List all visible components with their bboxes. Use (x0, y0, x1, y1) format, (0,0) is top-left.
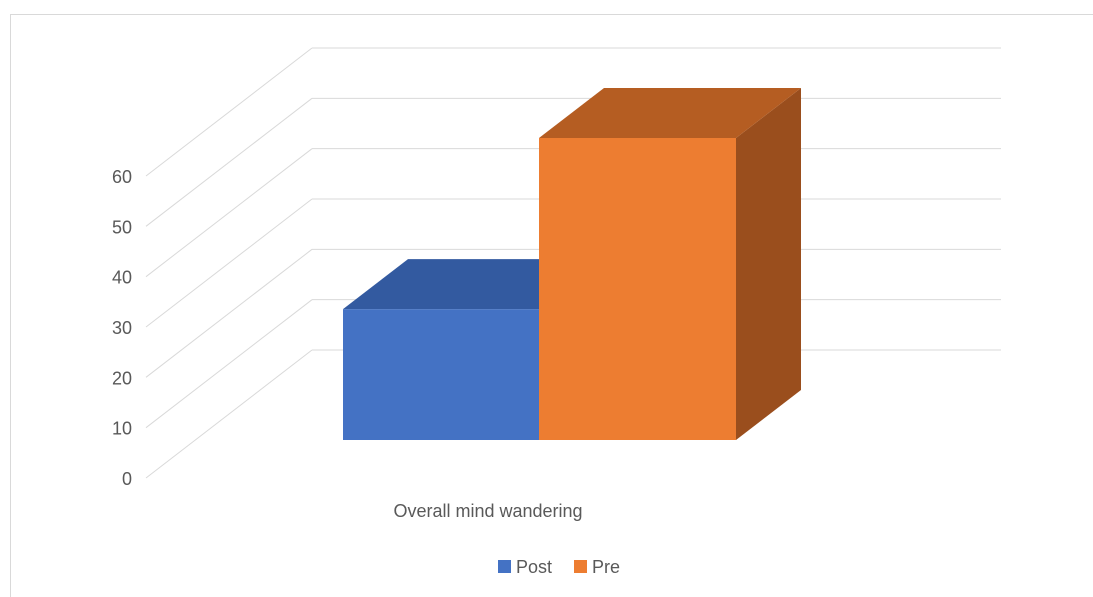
legend-label: Post (516, 557, 552, 577)
gridline-side (145, 349, 313, 479)
bars (343, 88, 801, 440)
gridline-side (145, 97, 313, 227)
y-tick-label: 10 (112, 419, 132, 439)
category-labels: Overall mind wandering (393, 501, 582, 521)
legend-item-post: Post (498, 557, 552, 577)
y-tick-label: 20 (112, 368, 132, 388)
gridline-side (145, 47, 313, 177)
category-label: Overall mind wandering (393, 501, 582, 521)
legend-item-pre: Pre (574, 557, 620, 577)
gridline-side (145, 198, 313, 328)
legend-swatch (498, 560, 511, 573)
legend-label: Pre (592, 557, 620, 577)
chart-area (10, 14, 1093, 597)
legend: Post Pre (498, 557, 620, 577)
bar-front-face (539, 138, 736, 440)
y-tick-label: 60 (112, 167, 132, 187)
y-tick-label: 40 (112, 268, 132, 288)
bar-pre (539, 88, 801, 440)
bar-side-face (736, 88, 801, 440)
y-axis-ticks: 0 10 20 30 40 50 60 (112, 167, 132, 489)
bar-front-face (343, 309, 540, 440)
gridline-side (145, 248, 313, 378)
y-tick-label: 0 (122, 469, 132, 489)
y-tick-label: 30 (112, 318, 132, 338)
y-tick-label: 50 (112, 217, 132, 237)
gridline-side (145, 148, 313, 278)
legend-swatch (574, 560, 587, 573)
gridline-side (145, 299, 313, 429)
bar-top-face (539, 88, 801, 138)
